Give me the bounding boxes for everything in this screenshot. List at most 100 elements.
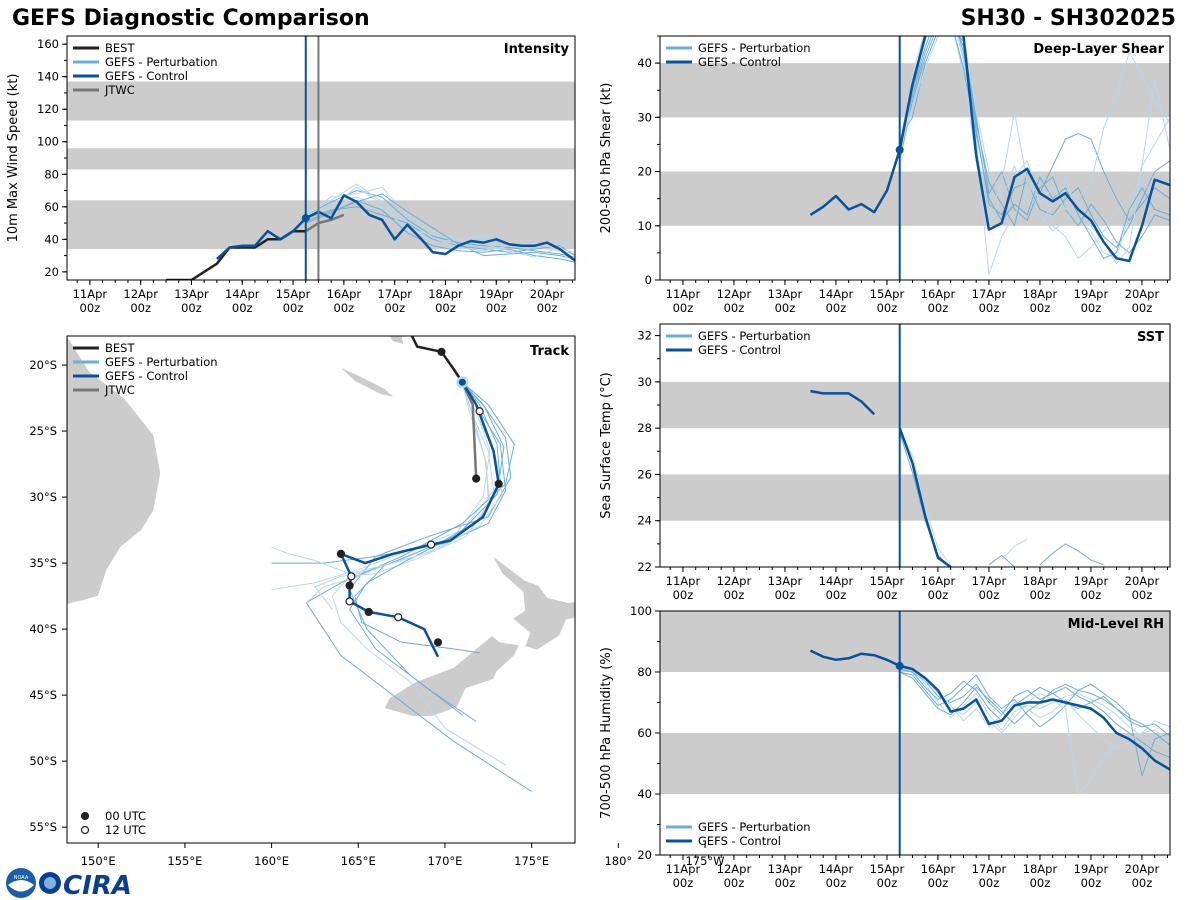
track-jtwc-12utc-marker bbox=[475, 407, 484, 416]
track-perturbation-line bbox=[271, 382, 491, 575]
legend-label: JTWC bbox=[104, 83, 135, 97]
shear-xtick-label: 20Apr bbox=[1125, 287, 1160, 301]
sst-xtick-label: 00z bbox=[1030, 588, 1051, 602]
track-perturbation-line bbox=[271, 381, 507, 564]
legend-label: GEFS - Perturbation bbox=[698, 820, 811, 834]
sst-xtick-label: 00z bbox=[1132, 588, 1153, 602]
shear-xtick-label: 00z bbox=[673, 301, 694, 315]
rh-xtick-label: 11Apr bbox=[666, 862, 701, 876]
shear-perturbation-line bbox=[899, 36, 1170, 254]
rh-xtick-label: 00z bbox=[775, 876, 796, 890]
shear-ytick-label: 30 bbox=[637, 110, 652, 124]
shear-plot-area bbox=[809, 36, 1170, 276]
track-control-12utc-marker bbox=[426, 540, 436, 549]
shear-xtick-label: 16Apr bbox=[921, 287, 956, 301]
shear-xtick-label: 00z bbox=[877, 301, 898, 315]
shear-ytick-label: 0 bbox=[645, 273, 652, 287]
rh-xtick-label: 00z bbox=[928, 876, 949, 890]
intensity-xtick-label: 00z bbox=[486, 301, 507, 315]
shear-xtick-label: 00z bbox=[1081, 301, 1102, 315]
shear-threshold-band bbox=[660, 171, 1170, 226]
new-zealand-south-island bbox=[383, 635, 521, 717]
sst-threshold-band bbox=[660, 381, 1170, 429]
sst-xtick-label: 17Apr bbox=[972, 574, 1007, 588]
track-xtick-label: 170°E bbox=[427, 854, 462, 868]
shear-panel: 01020304011Apr00z12Apr00z13Apr00z14Apr00… bbox=[599, 35, 1171, 315]
rh-perturbation-line bbox=[899, 665, 1170, 749]
sst-frame bbox=[659, 323, 1171, 568]
shear-perturbation-line bbox=[899, 36, 1170, 265]
intensity-xtick-label: 00z bbox=[232, 301, 253, 315]
shear-xtick-label: 00z bbox=[775, 301, 796, 315]
intensity-xtick-label: 15Apr bbox=[276, 287, 311, 301]
intensity-xtick-label: 19Apr bbox=[479, 287, 514, 301]
rh-xtick-label: 15Apr bbox=[870, 862, 905, 876]
intensity-ylabel: 10m Max Wind Speed (kt) bbox=[6, 74, 21, 243]
intensity-xtick-label: 17Apr bbox=[377, 287, 412, 301]
rh-xtick-label: 20Apr bbox=[1125, 862, 1160, 876]
sst-xtick-label: 00z bbox=[724, 588, 745, 602]
track-control-00utc-marker bbox=[494, 479, 503, 488]
shear-gefs-control-line bbox=[809, 36, 1170, 263]
track-ytick-label: 40°S bbox=[29, 622, 57, 636]
track-best-line bbox=[410, 336, 464, 383]
logos: NOAA CIRA bbox=[6, 868, 132, 900]
track-jtwc-00utc-marker bbox=[472, 474, 481, 483]
legend-label: GEFS - Perturbation bbox=[105, 355, 218, 369]
rh-threshold-band bbox=[660, 611, 1170, 672]
rh-plot-area bbox=[809, 649, 1170, 795]
legend-label: GEFS - Control bbox=[698, 343, 781, 357]
rh-xtick-label: 00z bbox=[877, 876, 898, 890]
legend-label: GEFS - Control bbox=[105, 69, 188, 83]
rh-xtick-label: 12Apr bbox=[717, 862, 752, 876]
track-perturbation-line bbox=[349, 381, 512, 716]
rh-xtick-label: 00z bbox=[1030, 876, 1051, 890]
intensity-xtick-label: 13Apr bbox=[174, 287, 209, 301]
track-panel-title: Track bbox=[530, 344, 569, 359]
track-init-point bbox=[458, 378, 466, 386]
intensity-perturbation-line bbox=[305, 190, 575, 258]
track-control-12utc-marker bbox=[347, 572, 356, 581]
legend-label: BEST bbox=[105, 341, 135, 355]
sst-xtick-label: 20Apr bbox=[1125, 574, 1160, 588]
sst-ytick-label: 26 bbox=[637, 467, 652, 481]
sst-xtick-label: 00z bbox=[673, 588, 694, 602]
legend-label: GEFS - Control bbox=[698, 834, 781, 848]
sst-gefs-control-line bbox=[898, 427, 952, 567]
shear-xtick-label: 00z bbox=[979, 301, 1000, 315]
storm-id-title: SH30 - SH302025 bbox=[960, 6, 1176, 31]
rh-xtick-label: 00z bbox=[673, 876, 694, 890]
rh-ytick-label: 80 bbox=[637, 665, 652, 679]
shear-xtick-label: 14Apr bbox=[819, 287, 854, 301]
rh-xtick-label: 17Apr bbox=[972, 862, 1007, 876]
sst-xtick-label: 00z bbox=[1081, 588, 1102, 602]
intensity-xtick-label: 00z bbox=[384, 301, 405, 315]
track-map-area bbox=[67, 336, 575, 792]
shear-xtick-label: 00z bbox=[1030, 301, 1051, 315]
time-legend-00utc-marker bbox=[80, 811, 90, 821]
shear-xtick-label: 00z bbox=[724, 301, 745, 315]
intensity-xtick-label: 00z bbox=[334, 301, 355, 315]
intensity-xtick-label: 18Apr bbox=[428, 287, 463, 301]
vanuatu-landmass bbox=[389, 336, 404, 344]
sst-xtick-label: 00z bbox=[979, 588, 1000, 602]
shear-xtick-label: 15Apr bbox=[870, 287, 905, 301]
rh-ytick-label: 40 bbox=[637, 787, 652, 801]
intensity-gefs-control-line bbox=[216, 194, 575, 262]
shear-xtick-label: 13Apr bbox=[768, 287, 803, 301]
track-perturbation-line bbox=[349, 381, 505, 722]
shear-init-marker bbox=[895, 145, 904, 154]
intensity-init-marker bbox=[301, 214, 310, 223]
intensity-jtwc-line bbox=[305, 213, 345, 233]
new-caledonia-landmass bbox=[340, 367, 393, 397]
sst-perturbation-line bbox=[1001, 538, 1028, 561]
track-frame bbox=[66, 335, 576, 844]
intensity-xtick-label: 00z bbox=[537, 301, 558, 315]
rh-ytick-label: 20 bbox=[637, 848, 652, 862]
track-xtick-label: 175°W bbox=[685, 854, 724, 868]
shear-panel-title: Deep-Layer Shear bbox=[1033, 42, 1164, 57]
sst-xtick-label: 14Apr bbox=[819, 574, 854, 588]
intensity-threshold-band bbox=[67, 148, 575, 170]
track-control-12utc-marker bbox=[345, 597, 354, 606]
track-ytick-label: 50°S bbox=[29, 754, 57, 768]
